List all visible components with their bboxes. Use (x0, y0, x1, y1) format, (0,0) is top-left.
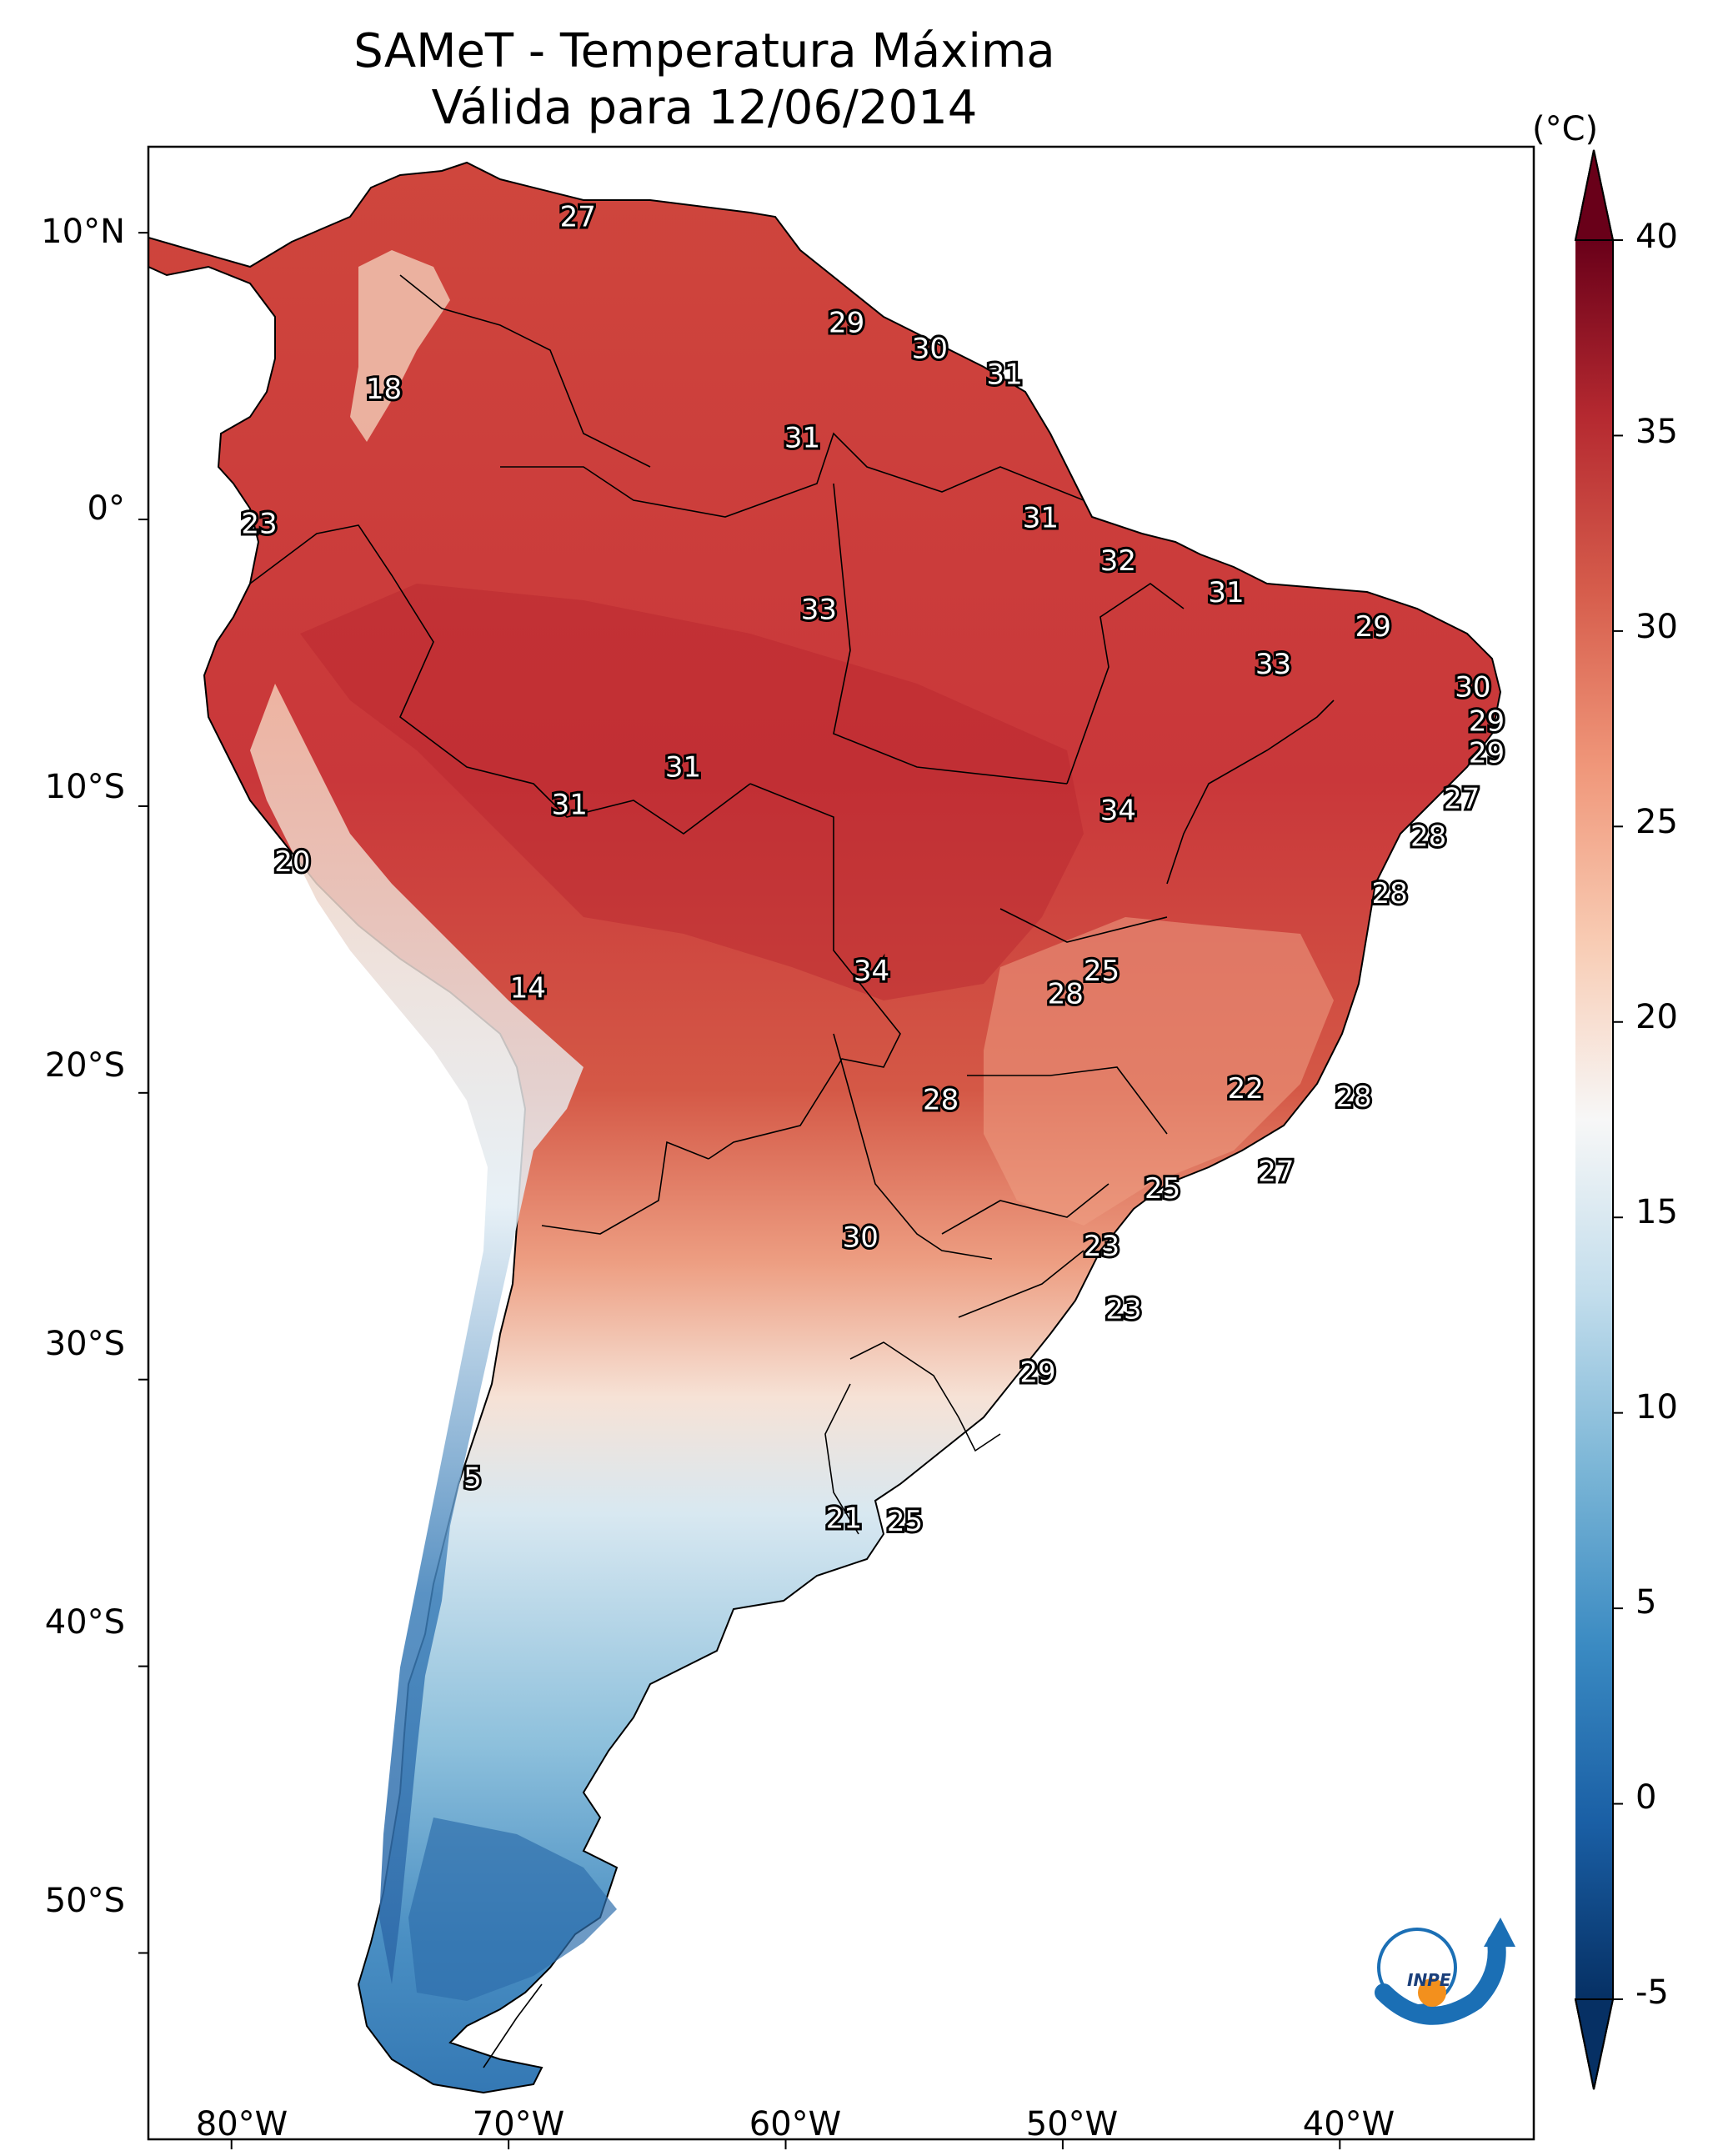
colorbar-tick-label: 0 (1635, 1778, 1657, 1817)
colorbar-tick-label: 35 (1635, 413, 1678, 451)
temperature-value-label: 30 (843, 1221, 879, 1255)
temperature-value-label: 28 (1372, 877, 1408, 910)
colorbar-tick-label: 10 (1635, 1388, 1678, 1426)
lon-tick-label: 60°W (749, 2105, 842, 2143)
latitude-ticks (138, 232, 148, 1954)
temperature-value-label: 14 (510, 972, 546, 1005)
lon-tick-label: 50°W (1025, 2105, 1119, 2143)
temperature-value-label: 34 (1100, 794, 1136, 827)
temperature-value-label: 32 (1100, 544, 1136, 578)
southeast-mild (984, 917, 1334, 1226)
temperature-value-label: 18 (366, 373, 402, 406)
colorbar-tick-label: 25 (1635, 803, 1678, 841)
temperature-value-label: 31 (552, 788, 588, 821)
lon-tick-label: 40°W (1302, 2105, 1395, 2143)
colombia-andes-cool (350, 250, 450, 442)
temperature-value-label: 27 (1258, 1156, 1294, 1189)
lon-tick-label: 70°W (472, 2105, 565, 2143)
inpe-logo (1375, 1918, 1515, 2025)
logo-text: INPE (1407, 1970, 1451, 1990)
colorbar-min-arrow (1574, 1998, 1615, 2090)
lon-tick-label: 80°W (195, 2105, 288, 2143)
colorbar-max-arrow (1574, 149, 1615, 241)
lat-tick-label: 0° (87, 489, 125, 528)
temperature-value-label: 33 (801, 594, 837, 627)
temperature-value-label: 30 (912, 333, 948, 366)
colorbar-tick-label: 20 (1635, 998, 1678, 1036)
patagonia-cold (408, 1818, 617, 2001)
temperature-value-label: 5 (463, 1462, 482, 1496)
temperature-value-label: 25 (1144, 1172, 1180, 1206)
lat-tick-label: 40°S (44, 1603, 125, 1642)
temperature-value-label: 29 (1355, 610, 1391, 644)
colorbar-tick-label: 15 (1635, 1193, 1678, 1231)
temperature-value-label: 21 (826, 1502, 862, 1536)
temperature-value-label: 20 (274, 845, 310, 879)
colorbar-ticks (1613, 239, 1623, 2000)
continent-shape (148, 161, 1502, 2094)
lat-tick-label: 10°S (44, 768, 125, 806)
temperature-labels: 2718232930313131323129333330292927282831… (238, 198, 1507, 1541)
lat-tick-label: 10°N (41, 213, 125, 251)
andes-cold-band (250, 684, 584, 1984)
chart-subtitle: Válida para 12/06/2014 (431, 81, 978, 135)
temperature-value-label: 30 (1455, 670, 1490, 704)
temperature-value-label: 29 (1019, 1356, 1055, 1389)
temperature-value-label: 27 (1444, 783, 1480, 816)
temperature-value-label: 33 (1255, 648, 1291, 681)
hot-center (300, 584, 1084, 1000)
temperature-value-label: 25 (1084, 955, 1119, 988)
temperature-field (148, 161, 1502, 2094)
temperature-value-label: 31 (986, 358, 1022, 392)
temperature-value-label: 29 (829, 307, 864, 340)
temperature-value-label: 31 (784, 421, 820, 454)
country-borders (249, 274, 1335, 2068)
lat-tick-label: 20°S (44, 1046, 125, 1085)
temperature-value-label: 22 (1228, 1072, 1264, 1106)
temperature-value-label: 29 (1469, 737, 1505, 770)
temperature-value-label: 31 (1208, 576, 1244, 609)
colorbar-tick-label: 30 (1635, 608, 1678, 646)
longitude-ticks (230, 2139, 1341, 2149)
temperature-value-label: 23 (1105, 1293, 1141, 1326)
colorbar-tick-label: -5 (1635, 1973, 1669, 2012)
temperature-value-label: 27 (560, 200, 596, 233)
temperature-value-label: 23 (1084, 1230, 1119, 1263)
colorbar-unit: (°C) (1532, 110, 1599, 148)
temperature-value-label: 28 (1048, 977, 1084, 1010)
colorbar (1574, 149, 1623, 2090)
temperature-value-label: 28 (923, 1084, 959, 1117)
temperature-value-label: 23 (241, 507, 277, 540)
lat-tick-label: 30°S (44, 1325, 125, 1363)
lat-tick-label: 50°S (44, 1882, 125, 1920)
temperature-value-label: 29 (1469, 705, 1505, 739)
colorbar-tick-label: 40 (1635, 218, 1678, 256)
temperature-value-label: 25 (887, 1505, 923, 1538)
map-frame (147, 145, 1535, 2141)
chart-title: SAMeT - Temperatura Máxima (353, 24, 1055, 78)
temperature-value-label: 31 (1023, 502, 1059, 535)
colorbar-tick-label: 5 (1635, 1583, 1657, 1622)
temperature-value-label: 28 (1410, 820, 1446, 853)
temperature-value-label: 31 (665, 751, 701, 785)
temperature-value-label: 28 (1335, 1081, 1371, 1114)
temperature-value-label: 34 (854, 955, 889, 988)
colorbar-bar (1575, 240, 1613, 1999)
